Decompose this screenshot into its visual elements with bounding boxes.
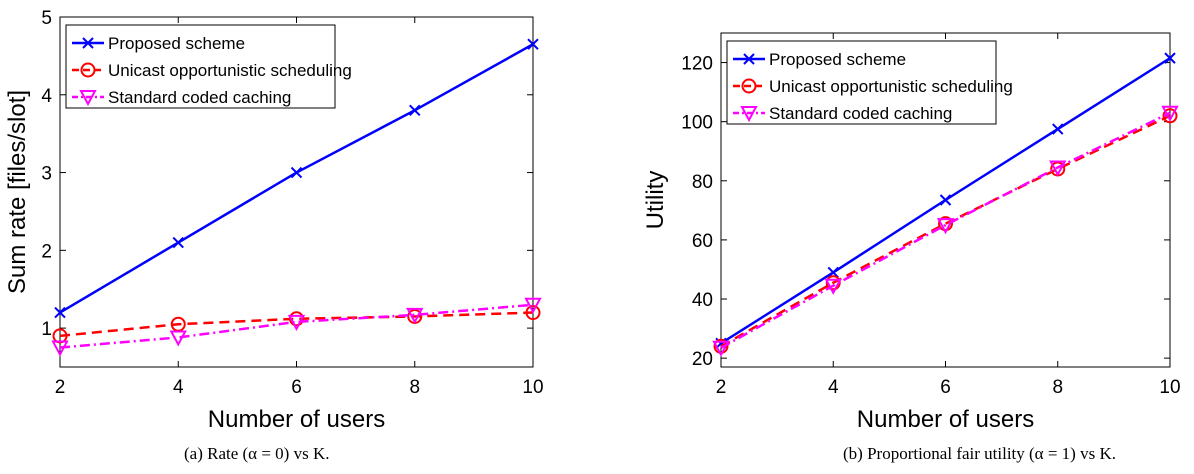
y-tick-label: 100 bbox=[681, 113, 713, 134]
y-tick-label: 4 bbox=[41, 86, 52, 107]
marker-stroke bbox=[743, 53, 755, 65]
y-tick-label: 40 bbox=[692, 290, 713, 311]
data-point-standard bbox=[712, 340, 730, 357]
y-tick-label: 120 bbox=[681, 54, 713, 75]
marker-stroke bbox=[409, 104, 421, 117]
legend-marker-unicast bbox=[80, 62, 96, 78]
marker-stroke bbox=[82, 37, 94, 49]
data-point-proposed bbox=[827, 266, 839, 279]
x-tick-label: 6 bbox=[940, 377, 951, 398]
y-tick-label: 1 bbox=[41, 319, 52, 340]
y-axis-label: Sum rate [files/slot] bbox=[4, 90, 31, 294]
data-point-standard bbox=[51, 340, 69, 357]
marker-stroke bbox=[939, 194, 952, 206]
data-point-proposed bbox=[1164, 52, 1176, 64]
marker-stroke bbox=[172, 236, 184, 249]
marker-stroke bbox=[827, 266, 839, 279]
x-tick-label: 4 bbox=[828, 377, 839, 398]
data-point-unicast bbox=[525, 305, 541, 321]
data-point-proposed bbox=[172, 236, 184, 249]
data-point-proposed bbox=[1052, 123, 1064, 135]
data-point-standard bbox=[936, 218, 955, 235]
legend-entry-standard: Standard coded caching bbox=[769, 104, 952, 123]
data-point-proposed bbox=[290, 166, 303, 179]
chart-panel-utility: 2 4 6 8 10 20 40 60 80 100 120 Number of users Utili… bbox=[597, 0, 1194, 474]
x-tick-label: 2 bbox=[716, 377, 727, 398]
utility-chart: 2 4 6 8 10 20 40 60 80 100 120 Number of users Utili… bbox=[642, 32, 1181, 433]
y-tick-label: 20 bbox=[692, 349, 713, 370]
legend-marker-proposed bbox=[82, 37, 94, 49]
legend-marker-unicast bbox=[741, 78, 757, 94]
series-line-unicast bbox=[720, 114, 1171, 348]
data-point-proposed bbox=[939, 194, 952, 206]
data-point-standard bbox=[1049, 160, 1067, 177]
legend-entry-unicast: Unicast opportunistic scheduling bbox=[108, 61, 352, 80]
legend-marker-standard bbox=[79, 90, 97, 107]
series-line-standard bbox=[720, 111, 1171, 349]
legend-box bbox=[65, 24, 336, 109]
x-tick-label: 10 bbox=[1159, 377, 1180, 398]
legend-marker-standard bbox=[740, 106, 758, 123]
series-line-standard bbox=[59, 303, 534, 349]
legend-box bbox=[726, 40, 997, 125]
y-axis-label: Utility bbox=[642, 171, 669, 230]
marker-stroke bbox=[54, 306, 66, 319]
x-tick-label: 4 bbox=[173, 377, 184, 398]
caption-rate-chart: (a) Rate (α = 0) vs K. bbox=[184, 444, 330, 463]
y-tick-label: 3 bbox=[41, 164, 52, 185]
data-point-proposed bbox=[527, 38, 539, 50]
data-point-proposed bbox=[54, 306, 66, 319]
marker-stroke bbox=[290, 166, 303, 179]
data-point-standard bbox=[406, 307, 424, 324]
y-tick-label: 60 bbox=[692, 231, 713, 252]
x-tick-label: 2 bbox=[55, 377, 66, 398]
caption-utility-chart: (b) Proportional fair utility (α = 1) vs… bbox=[843, 444, 1116, 463]
data-point-standard bbox=[1161, 105, 1179, 122]
data-point-standard bbox=[287, 314, 306, 331]
x-axis-label: Number of users bbox=[208, 406, 385, 433]
legend-entry-standard: Standard coded caching bbox=[108, 88, 291, 107]
data-point-unicast bbox=[1162, 108, 1178, 124]
x-tick-label: 6 bbox=[291, 377, 302, 398]
data-point-standard bbox=[524, 297, 542, 314]
x-tick-label: 8 bbox=[1052, 377, 1063, 398]
y-tick-label: 5 bbox=[41, 8, 52, 29]
chart-panel-rate: 2 4 6 8 10 1 2 3 4 5 Number of users Sum rate [file… bbox=[4, 8, 544, 463]
marker-stroke bbox=[527, 38, 539, 50]
y-tick-label: 2 bbox=[41, 241, 52, 262]
legend-entry-proposed: Proposed scheme bbox=[108, 34, 245, 53]
x-tick-label: 8 bbox=[409, 377, 420, 398]
x-tick-label: 10 bbox=[522, 377, 543, 398]
marker-stroke bbox=[1052, 123, 1064, 135]
data-point-standard bbox=[824, 278, 842, 295]
x-axis-label: Number of users bbox=[857, 406, 1034, 433]
legend-entry-unicast: Unicast opportunistic scheduling bbox=[769, 77, 1013, 96]
data-point-standard bbox=[169, 330, 187, 347]
y-tick-label: 80 bbox=[692, 172, 713, 193]
legend-marker-proposed bbox=[743, 53, 755, 65]
marker-stroke bbox=[1164, 52, 1176, 64]
legend-entry-proposed: Proposed scheme bbox=[769, 50, 906, 69]
data-point-proposed bbox=[409, 104, 421, 117]
